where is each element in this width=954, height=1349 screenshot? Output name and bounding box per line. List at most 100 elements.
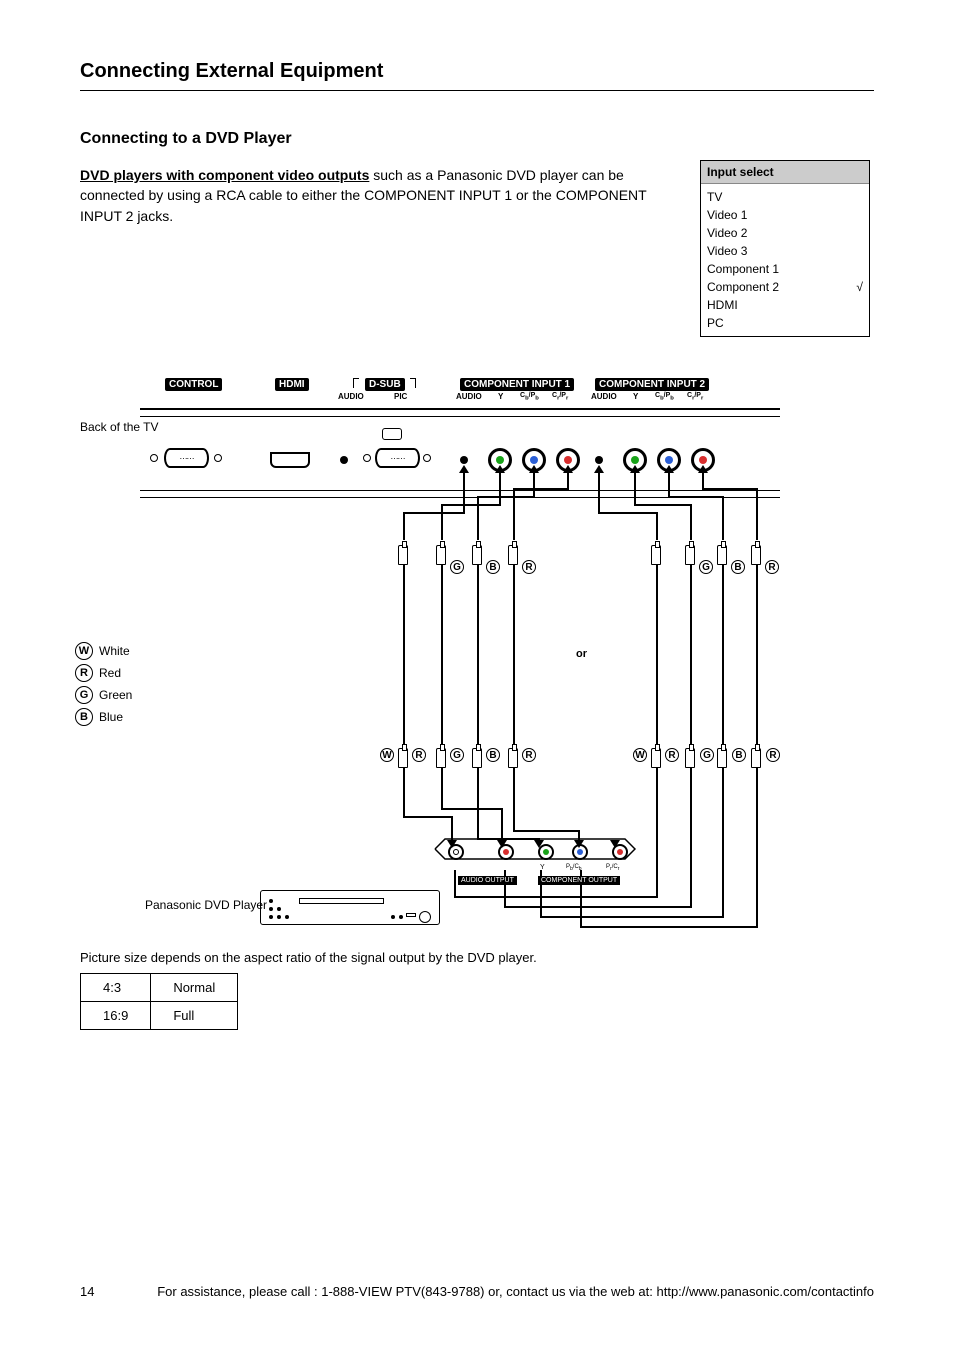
- plug-tag-b: B: [486, 560, 500, 574]
- plug-tag-w: W: [633, 748, 647, 762]
- rca-plug: [398, 748, 408, 768]
- label-dsub: D-SUB: [365, 378, 405, 391]
- legend-tag-r: R: [75, 664, 93, 682]
- size-note: Picture size depends on the aspect ratio…: [80, 950, 537, 1030]
- cable: [441, 565, 443, 745]
- rear-y-label: Y: [540, 864, 545, 871]
- dvd-disc-icon: [419, 911, 431, 923]
- cable: [441, 768, 443, 810]
- input-item: Video 2: [707, 224, 863, 242]
- cable: [580, 926, 758, 928]
- or-label: or: [576, 648, 587, 660]
- rear-pr: [612, 844, 628, 860]
- input-select-body: TV Video 1 Video 2 Video 3 Component 1 C…: [701, 184, 869, 336]
- body-text: DVD players with component video outputs…: [80, 165, 660, 240]
- sublabel-crpr: Cr/Pr: [552, 392, 568, 401]
- rear-comp-box: COMPONENT OUTPUT: [538, 876, 620, 885]
- plug-tag-r: R: [522, 560, 536, 574]
- cable: [656, 565, 658, 745]
- cable: [533, 473, 535, 497]
- cell: Normal: [151, 974, 238, 1002]
- cable: [702, 473, 704, 489]
- sublabel-pic: PIC: [394, 392, 407, 401]
- sublabel-crpr: Cr/Pr: [687, 392, 703, 401]
- cable: [702, 488, 758, 490]
- cable: [441, 504, 443, 540]
- rca-plug: [436, 748, 446, 768]
- plug-tag-g: G: [450, 748, 464, 762]
- plug-tag-r: R: [766, 748, 780, 762]
- sublabel-y: Y: [633, 392, 638, 401]
- rca-plug: [651, 545, 661, 565]
- cable: [477, 565, 479, 745]
- sublabel-audio: AUDIO: [456, 392, 482, 401]
- cable: [499, 473, 501, 505]
- rear-audio-l: [448, 844, 464, 860]
- rule: [80, 90, 874, 91]
- rca-plug: [651, 748, 661, 768]
- legend-row: R Red: [75, 662, 132, 684]
- cable: [454, 896, 658, 898]
- plug-tag-b: B: [731, 560, 745, 574]
- rear-y: [538, 844, 554, 860]
- cable: [477, 496, 535, 498]
- arrow-icon: [630, 465, 640, 473]
- plug-tag-g: G: [700, 748, 714, 762]
- sub-title: Connecting to a DVD Player: [80, 130, 292, 148]
- rca-plug: [717, 545, 727, 565]
- legend-tag-b: B: [75, 708, 93, 726]
- cable: [634, 473, 636, 505]
- arrow-icon: [664, 465, 674, 473]
- plug-tag-r: R: [765, 560, 779, 574]
- cable: [722, 768, 724, 918]
- sublabel-cbpb: Cb/Pb: [655, 392, 674, 401]
- cable: [403, 512, 405, 540]
- cable: [656, 512, 658, 540]
- cable: [756, 768, 758, 928]
- input-item: PC: [707, 314, 863, 332]
- input-item: Video 1: [707, 206, 863, 224]
- cable: [690, 504, 692, 540]
- rca-plug: [472, 748, 482, 768]
- control-port: [164, 448, 209, 468]
- arrow-icon: [459, 465, 469, 473]
- cable: [477, 496, 479, 540]
- rear-pr-label: Pr/Cr: [606, 864, 619, 872]
- cable: [756, 488, 758, 540]
- cable: [656, 768, 658, 898]
- cable: [756, 565, 758, 745]
- legend-row: B Blue: [75, 706, 132, 728]
- plug-tag-r: R: [412, 748, 426, 762]
- table-row: 4:3 Normal: [81, 974, 238, 1002]
- dvd-rear-panel: Y Pb/Cb Pr/Cr AUDIO OUTPUT COMPONENT OUT…: [440, 820, 640, 880]
- plug-tag-r: R: [665, 748, 679, 762]
- rear-pb-label: Pb/Cb: [566, 864, 582, 872]
- cable: [598, 473, 600, 513]
- rear-audio-r: [498, 844, 514, 860]
- plug-tag-b: B: [732, 748, 746, 762]
- rca-plug: [508, 748, 518, 768]
- rear-pb: [572, 844, 588, 860]
- input-item-selected: Component 2 √: [707, 278, 863, 296]
- cable: [722, 565, 724, 745]
- plug-tag-b: B: [486, 748, 500, 762]
- section-title: Connecting External Equipment: [80, 60, 383, 83]
- cable: [690, 768, 692, 908]
- plug-tag-g: G: [699, 560, 713, 574]
- cell: Full: [151, 1002, 238, 1030]
- hdmi-port: [270, 452, 310, 468]
- size-table: 4:3 Normal 16:9 Full: [80, 973, 238, 1030]
- input-select-header: Input select: [701, 161, 869, 184]
- rca-plug: [508, 545, 518, 565]
- input-item: TV: [707, 188, 863, 206]
- dsub-vga-port: [375, 448, 420, 468]
- rear-audio-box: AUDIO OUTPUT: [458, 876, 517, 885]
- cable: [722, 496, 724, 540]
- rca-plug: [685, 748, 695, 768]
- cable: [513, 488, 569, 490]
- arrow-icon: [563, 465, 573, 473]
- cable: [403, 768, 405, 818]
- cable: [668, 496, 724, 498]
- cable: [403, 512, 465, 514]
- plug-tag-r: R: [522, 748, 536, 762]
